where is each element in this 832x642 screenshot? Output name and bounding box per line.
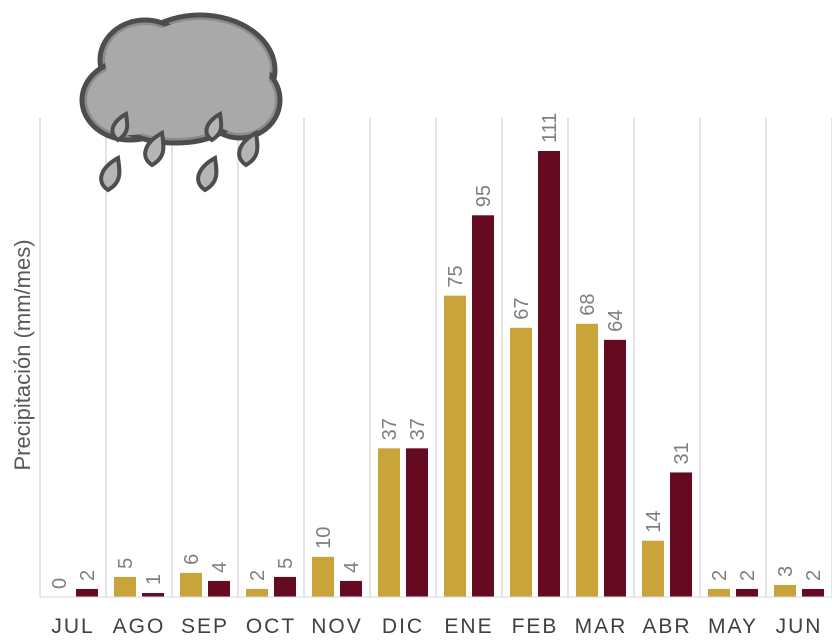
data-label-jun-series-1: 3: [775, 566, 797, 577]
x-tick-ago: AGO: [113, 615, 166, 638]
data-label-oct-series-1: 2: [247, 570, 269, 581]
bar-dic-series-1: [378, 448, 400, 597]
data-label-sep-series-2: 4: [209, 562, 231, 573]
bar-jun-series-2: [802, 588, 824, 597]
data-label-jul-series-1: 0: [49, 578, 71, 589]
data-label-may-series-1: 2: [709, 570, 731, 581]
data-label-feb-series-1: 67: [511, 298, 533, 320]
y-axis-label: Precipitación (mm/mes): [10, 239, 35, 470]
bar-sep-series-1: [180, 572, 202, 597]
data-label-ago-series-1: 5: [115, 558, 137, 569]
bar-ene-series-1: [444, 295, 466, 597]
x-tick-feb: FEB: [512, 615, 559, 638]
data-label-dic-series-2: 37: [407, 418, 429, 440]
data-label-ene-series-2: 95: [473, 185, 495, 207]
x-tick-may: MAY: [708, 615, 758, 638]
x-tick-oct: OCT: [246, 615, 296, 638]
bar-sep-series-2: [208, 580, 230, 597]
bar-feb-series-1: [510, 327, 532, 597]
bar-nov-series-1: [312, 556, 334, 597]
bar-abr-series-1: [642, 540, 664, 597]
data-label-nov-series-1: 10: [313, 527, 335, 549]
data-label-mar-series-1: 68: [577, 294, 599, 316]
bar-mar-series-2: [604, 339, 626, 597]
bar-may-series-2: [736, 588, 758, 597]
x-tick-abr: ABR: [642, 615, 691, 638]
x-tick-mar: MAR: [575, 615, 628, 638]
data-label-ago-series-2: 1: [143, 574, 165, 585]
x-tick-ene: ENE: [444, 615, 493, 638]
rain-cloud-icon: [79, 12, 283, 193]
bar-ene-series-2: [472, 215, 494, 598]
x-tick-jun: JUN: [776, 615, 823, 638]
data-label-mar-series-2: 64: [605, 310, 627, 332]
data-label-dic-series-1: 37: [379, 418, 401, 440]
bar-abr-series-2: [670, 472, 692, 597]
data-label-oct-series-2: 5: [275, 558, 297, 569]
data-label-may-series-2: 2: [737, 570, 759, 581]
data-label-sep-series-1: 6: [181, 554, 203, 565]
bar-jun-series-1: [774, 584, 796, 597]
bar-nov-series-2: [340, 580, 362, 597]
x-tick-nov: NOV: [311, 615, 363, 638]
gridlines: [39, 118, 832, 597]
data-label-ene-series-1: 75: [445, 265, 467, 287]
bar-ago-series-1: [114, 576, 136, 597]
data-label-jun-series-2: 2: [803, 570, 825, 581]
data-label-nov-series-2: 4: [341, 562, 363, 573]
bar-may-series-1: [708, 588, 730, 597]
x-tick-labels: JUL AGO SEP OCT NOV DIC ENE FEB MAR ABR MAY JUN: [51, 615, 823, 638]
x-tick-sep: SEP: [181, 615, 229, 638]
bar-ago-series-2: [142, 592, 164, 597]
x-tick-dic: DIC: [382, 615, 424, 638]
x-tick-jul: JUL: [51, 615, 94, 638]
bar-mar-series-1: [576, 323, 598, 597]
data-label-feb-series-2: 111: [539, 113, 561, 143]
data-label-abr-series-1: 14: [643, 510, 665, 532]
bar-oct-series-1: [246, 588, 268, 597]
data-label-jul-series-2: 2: [77, 570, 99, 581]
bars: [76, 151, 824, 598]
bar-dic-series-2: [406, 448, 428, 597]
bar-jul-series-2: [76, 588, 98, 597]
data-label-abr-series-2: 31: [671, 442, 693, 464]
bar-oct-series-2: [274, 576, 296, 597]
bar-feb-series-2: [538, 151, 560, 597]
